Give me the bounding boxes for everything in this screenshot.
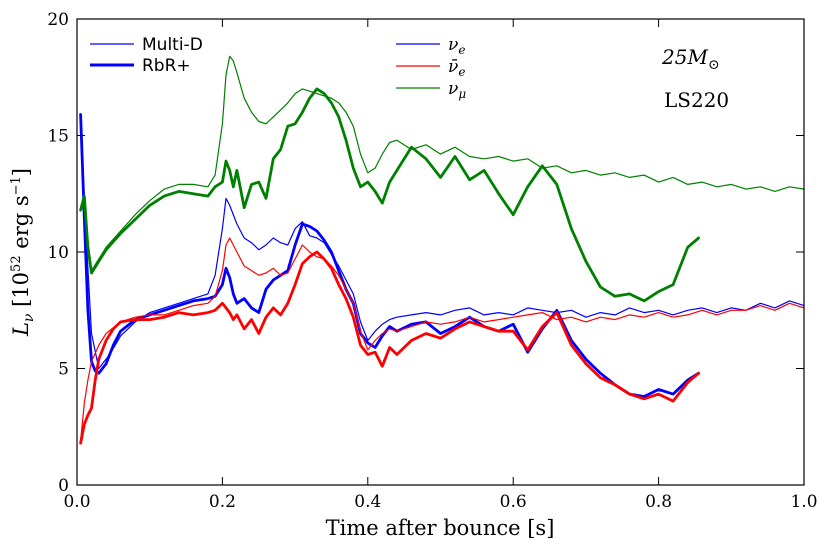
x-tick-label: 0.8 bbox=[645, 492, 672, 512]
legend-nue-symbol: ν bbox=[448, 35, 458, 55]
plot-frame bbox=[76, 18, 805, 486]
y-axis-label-subscript: ν bbox=[21, 313, 37, 322]
legend-anue-sub: e bbox=[458, 65, 465, 79]
legend-nue-label: νe bbox=[448, 35, 465, 57]
y-tick-label: 15 bbox=[47, 127, 69, 147]
x-tick-label: 1.0 bbox=[790, 492, 817, 512]
legend-anue-symbol: ν̄ bbox=[448, 57, 458, 77]
y-tick-label: 20 bbox=[47, 10, 69, 30]
y-axis-label-exp2: −1 bbox=[9, 176, 24, 195]
y-axis-label-units-b: erg s bbox=[9, 195, 33, 255]
mass-annotation-sun: ⊙ bbox=[708, 57, 720, 73]
y-axis-label-exp: 52 bbox=[9, 255, 24, 272]
mass-annotation-main: 25M bbox=[661, 45, 708, 69]
y-axis-label-symbol: L bbox=[9, 322, 33, 337]
series-line-5-thick bbox=[79, 87, 700, 303]
legend-multid-label: Multi-D bbox=[142, 35, 203, 55]
series-layer bbox=[79, 55, 805, 445]
legend-species: νe ν̄e νμ bbox=[396, 35, 466, 101]
legend-style: Multi-D RbR+ bbox=[90, 35, 203, 76]
legend-numu-label: νμ bbox=[448, 79, 466, 101]
mass-annotation: 25M⊙ bbox=[661, 45, 720, 73]
x-tick-label: 0.2 bbox=[209, 492, 236, 512]
legend-anue-label: ν̄e bbox=[448, 57, 465, 79]
x-tick-label: 0.6 bbox=[500, 492, 527, 512]
legend-numu-sub: μ bbox=[458, 87, 466, 101]
x-tick-label: 0.0 bbox=[63, 492, 90, 512]
y-axis-label-units-c: ] bbox=[9, 168, 33, 176]
y-axis-label-units-a: [10 bbox=[9, 272, 33, 314]
series-line-2-thin bbox=[79, 237, 805, 442]
y-tick-label: 10 bbox=[47, 243, 69, 263]
y-tick-label: 5 bbox=[58, 360, 69, 380]
series-line-4-thin bbox=[79, 55, 805, 272]
x-axis-label: Time after bounce [s] bbox=[326, 516, 555, 540]
series-line-3-thick bbox=[79, 250, 700, 445]
legend-numu-symbol: ν bbox=[448, 79, 458, 99]
legend-nue-sub: e bbox=[458, 43, 465, 57]
series-line-0-thin bbox=[79, 116, 805, 370]
eos-annotation: LS220 bbox=[664, 88, 729, 112]
ticks-layer: 0.0 0.2 0.4 0.6 0.8 1.0 0 5 10 15 20 bbox=[47, 10, 817, 512]
y-tick-label: 0 bbox=[58, 476, 69, 496]
y-axis-label: Lν [1052 erg s−1] bbox=[9, 168, 37, 337]
x-tick-label: 0.4 bbox=[354, 492, 381, 512]
legend-rbr-label: RbR+ bbox=[142, 56, 191, 76]
